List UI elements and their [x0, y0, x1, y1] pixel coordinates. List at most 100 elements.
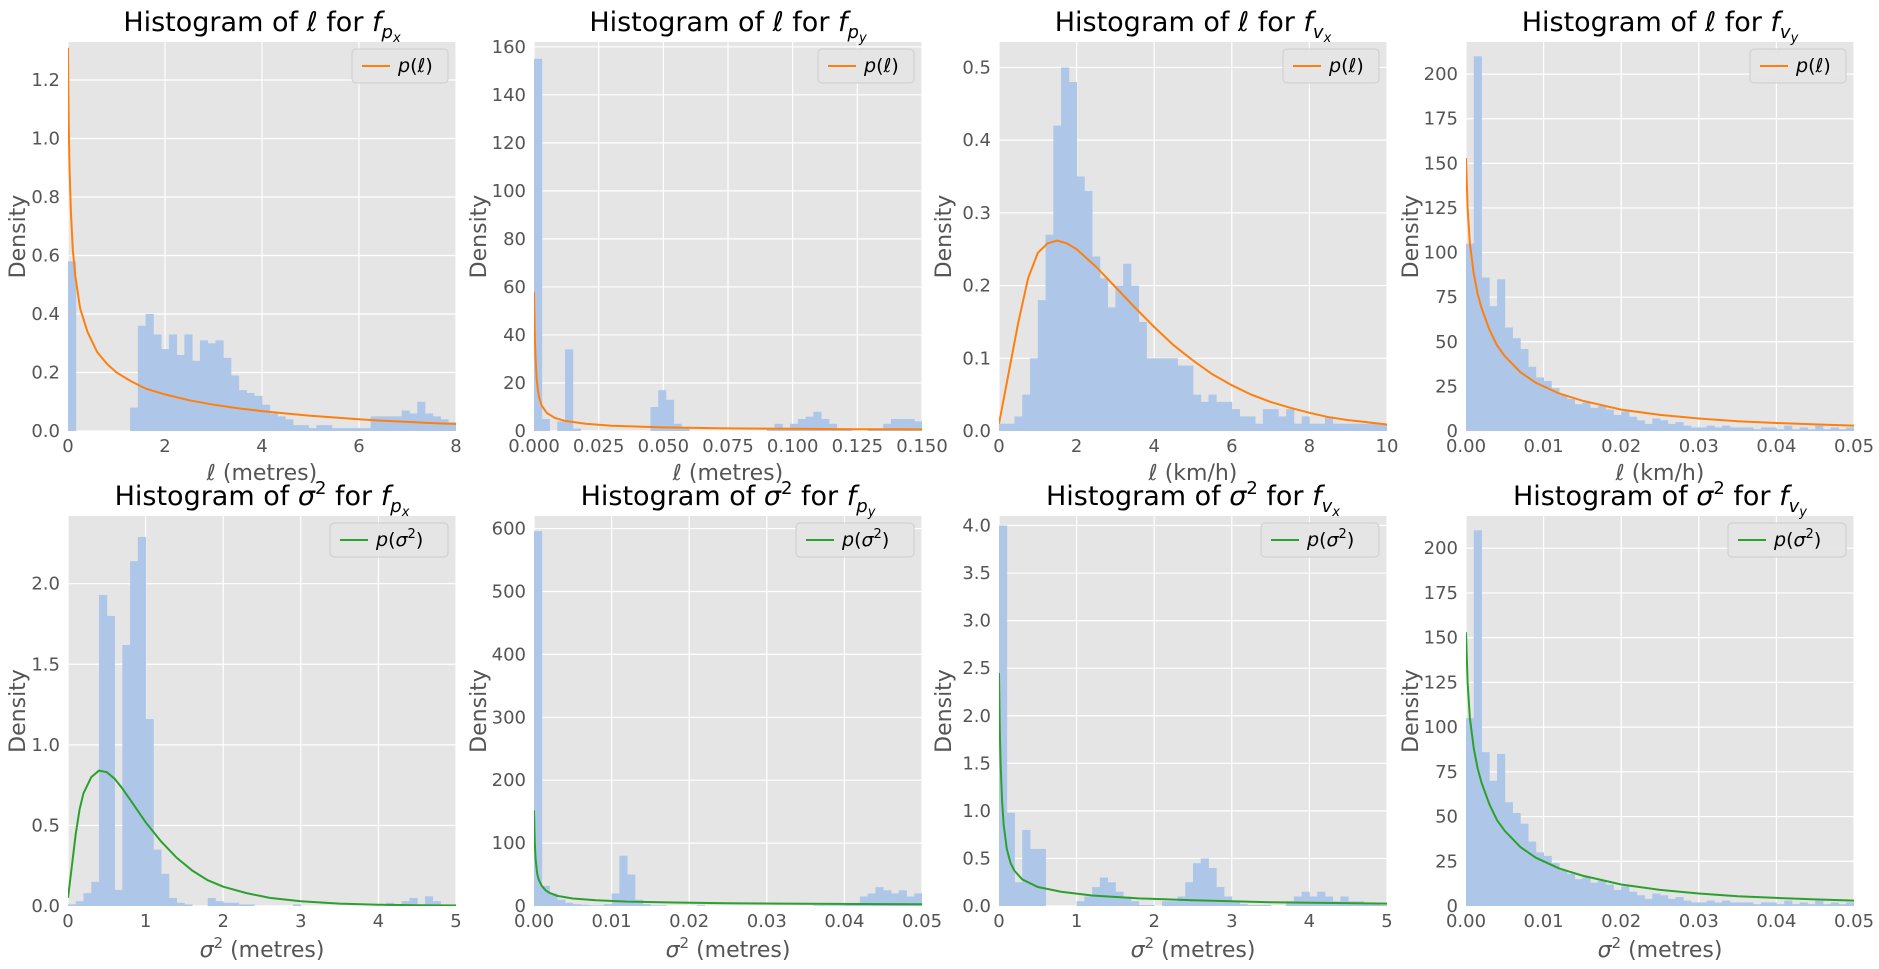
histogram-bar — [1807, 904, 1816, 906]
histogram-bar — [1566, 398, 1576, 431]
histogram-bar — [890, 418, 900, 431]
histogram-bar — [1037, 300, 1046, 431]
histogram-bar — [1559, 870, 1568, 906]
x-tick-label: 0.04 — [824, 911, 864, 932]
histogram-bar — [401, 901, 410, 906]
legend: p(ℓ) — [817, 48, 915, 84]
histogram-bar — [1466, 718, 1475, 906]
histogram-bar — [1379, 423, 1387, 431]
x-tick-label: 0.150 — [896, 436, 948, 457]
histogram-bar — [223, 902, 232, 906]
histogram-bar — [1621, 411, 1630, 431]
y-tick-label: 200 — [1424, 64, 1458, 85]
histogram-bar — [1348, 423, 1357, 431]
histogram-bar — [1076, 901, 1085, 906]
histogram-bar — [1698, 902, 1707, 906]
histogram-bar — [565, 349, 574, 431]
chart-title: Histogram of ℓ for fvy — [1522, 7, 1799, 46]
histogram-bar — [572, 904, 581, 906]
histogram-bar — [1737, 427, 1746, 431]
y-tick-label: 0.5 — [962, 848, 991, 869]
y-tick-label: 0.5 — [962, 57, 991, 78]
histogram-bar — [1636, 895, 1645, 906]
x-tick-label: 0.03 — [1679, 911, 1719, 932]
histogram-bar — [91, 881, 100, 906]
histogram-bar — [1293, 423, 1303, 431]
y-tick-label: 160 — [492, 37, 526, 58]
histogram-bar — [1768, 427, 1777, 431]
y-tick-label: 2.0 — [962, 706, 991, 727]
histogram-bar — [184, 334, 193, 431]
histogram-bar — [238, 904, 247, 906]
histogram-bar — [1014, 416, 1023, 431]
y-tick-label: 75 — [1435, 762, 1458, 783]
y-tick-label: 1.0 — [31, 129, 60, 150]
chart-title: Histogram of ℓ for fvx — [1055, 7, 1332, 46]
histogram-bar — [1729, 427, 1738, 431]
y-tick-label: 0.5 — [31, 815, 60, 836]
histogram-bar — [293, 904, 302, 906]
histogram-bar — [1193, 863, 1202, 906]
histogram-bar — [1776, 429, 1785, 431]
histogram-bar — [1776, 904, 1785, 906]
histogram-bar — [1371, 423, 1380, 431]
x-tick-label: 0.00 — [1446, 436, 1486, 457]
histogram-bars — [68, 261, 456, 431]
histogram-bar — [1317, 423, 1326, 431]
histogram-bar — [254, 395, 263, 431]
y-tick-label: 0.6 — [31, 246, 60, 267]
y-tick-label: 0.0 — [962, 896, 991, 917]
histogram-bar — [75, 901, 84, 906]
x-tick-label: 0.02 — [1601, 911, 1641, 932]
histogram-bar — [1014, 882, 1023, 906]
histogram-bar — [890, 893, 900, 906]
y-tick-label: 1.0 — [962, 801, 991, 822]
histogram-bar — [1208, 867, 1217, 906]
histogram-bar — [1830, 902, 1839, 906]
histogram-bar — [1512, 812, 1521, 906]
histogram-bar — [1200, 858, 1209, 906]
histogram-bar — [1317, 891, 1326, 906]
histogram-bar — [1512, 338, 1521, 431]
histogram-bar — [1551, 388, 1560, 431]
histogram-bar — [137, 536, 146, 906]
histogram-bar — [1504, 327, 1513, 431]
histogram-bar — [1138, 905, 1147, 906]
histogram-bar — [658, 905, 667, 906]
legend-label: p(σ2) — [375, 527, 423, 551]
plot-area — [1466, 516, 1854, 906]
histogram-bar — [1667, 898, 1676, 906]
density-curve — [534, 810, 922, 906]
histogram-bar — [1099, 877, 1109, 906]
histogram-bar — [1061, 67, 1070, 431]
histogram-bar — [417, 401, 426, 431]
histogram-bar — [883, 890, 892, 906]
histogram-bar — [596, 905, 605, 906]
histogram-bar — [1683, 425, 1692, 431]
histogram-bar — [1597, 406, 1607, 431]
histogram-bar — [168, 334, 178, 431]
histogram-bars — [999, 525, 1387, 906]
histogram-bar — [1255, 423, 1264, 431]
y-tick-label: 0.1 — [962, 348, 991, 369]
histogram-bar — [192, 360, 201, 431]
histogram-bar — [1706, 425, 1715, 431]
histogram-bar — [805, 416, 814, 431]
histogram-bar — [1621, 886, 1630, 906]
histogram-bar — [1838, 429, 1847, 431]
y-tick-label: 50 — [1435, 332, 1458, 353]
y-tick-label: 50 — [1435, 807, 1458, 828]
x-tick-label: 0 — [62, 911, 73, 932]
histogram-bar — [634, 899, 644, 906]
histogram-bar — [424, 896, 434, 906]
histogram-bar — [1053, 125, 1062, 431]
histogram-bar — [1644, 423, 1653, 431]
histogram-bar — [1130, 285, 1140, 431]
y-axis-label: Density — [467, 195, 492, 279]
histogram-bar — [1722, 425, 1731, 431]
x-tick-label: 0.025 — [573, 436, 625, 457]
histogram-bar — [1543, 855, 1552, 906]
legend: p(σ2) — [1260, 522, 1380, 558]
histogram-bar — [161, 873, 170, 906]
